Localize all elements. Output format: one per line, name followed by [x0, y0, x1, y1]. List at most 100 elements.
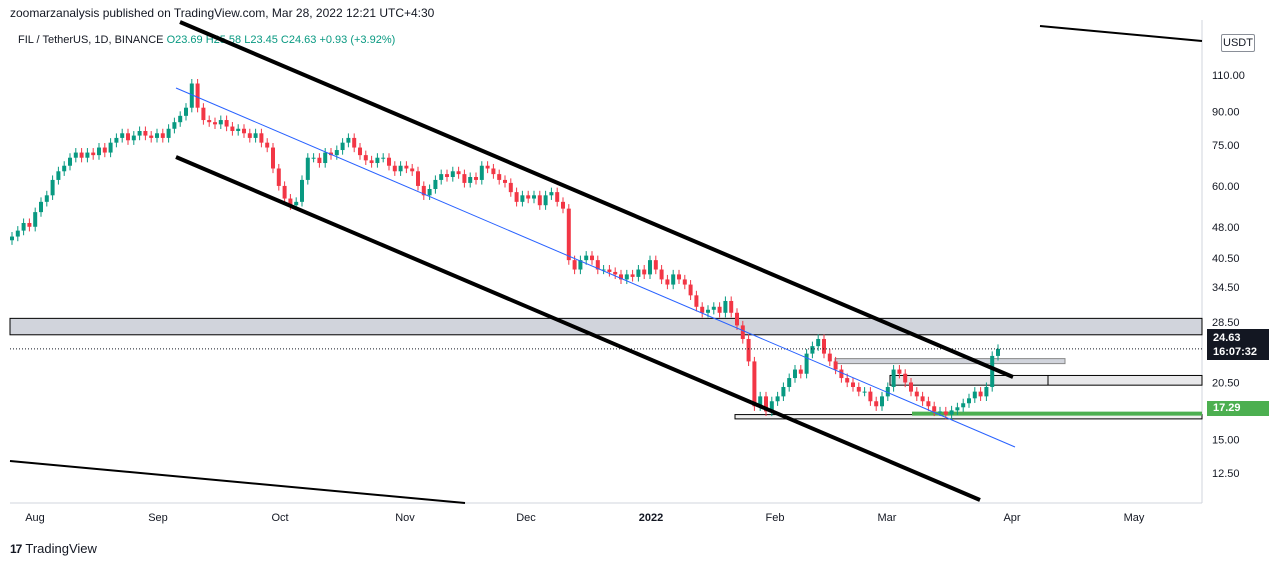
candle-body — [392, 165, 397, 172]
candle-body — [839, 369, 844, 379]
candle-body — [798, 369, 803, 374]
candle-body — [230, 126, 235, 132]
x-tick-label: Apr — [1003, 512, 1020, 524]
channel-lower-line — [175, 155, 981, 502]
candle-body — [578, 260, 583, 270]
ohlc-values: O23.69 H25.58 L23.45 C24.63 +0.93 (+3.92… — [166, 34, 396, 46]
candle-body — [804, 353, 809, 374]
x-tick-label: May — [1124, 512, 1145, 524]
candle-body — [294, 201, 299, 206]
candle-body — [462, 174, 467, 183]
candle-body — [387, 157, 391, 166]
lines-layer — [9, 20, 1203, 504]
candle-body — [160, 133, 165, 138]
footer-brand[interactable]: 17 TradingView — [10, 541, 97, 556]
candle-body — [885, 386, 890, 397]
candle-body — [126, 133, 130, 141]
small-zone — [834, 358, 1066, 365]
candle-body — [27, 222, 32, 227]
candle-body — [421, 185, 426, 196]
bar-countdown: 16:07:32 — [1213, 346, 1258, 358]
candle-body — [108, 142, 113, 153]
candle-body — [253, 133, 258, 138]
candle-body — [282, 185, 287, 199]
candle-body — [549, 192, 554, 196]
candle-body — [189, 83, 194, 108]
candle-body — [735, 312, 739, 326]
candle-body — [323, 152, 328, 164]
lower-trend-line — [9, 460, 466, 504]
candle-body — [653, 260, 658, 270]
symbol-label[interactable]: FIL / TetherUS, 1D, BINANCE — [18, 34, 164, 46]
candle-body — [317, 157, 322, 164]
candle-body — [833, 361, 838, 370]
candle-body — [659, 269, 664, 280]
candle-body — [15, 230, 20, 237]
candle-body — [682, 279, 687, 285]
candle-body — [543, 195, 548, 206]
candle-body — [827, 353, 832, 362]
x-tick-label: Dec — [516, 512, 536, 524]
candle-body — [677, 274, 681, 280]
support-price-tag: 17.29 — [1207, 401, 1269, 416]
candle-body — [155, 133, 159, 138]
candle-body — [961, 403, 966, 408]
candles-layer — [10, 78, 1000, 420]
candle-body — [914, 391, 919, 397]
candle-body — [236, 128, 241, 132]
candle-body — [10, 236, 14, 241]
candle-body — [746, 338, 751, 362]
candle-body — [613, 271, 618, 275]
y-tick-label: 40.50 — [1212, 253, 1240, 265]
candle-body — [845, 378, 850, 383]
candle-body — [137, 131, 142, 136]
currency-button[interactable]: USDT — [1221, 34, 1255, 52]
candle-body — [450, 171, 455, 177]
candle-body — [439, 174, 444, 180]
resistance-zone — [9, 317, 1203, 336]
candle-body — [218, 120, 223, 125]
candle-body — [949, 410, 954, 415]
candle-body — [271, 147, 275, 169]
candle-body — [590, 255, 594, 261]
candle-body — [572, 260, 577, 270]
candle-body — [33, 212, 38, 227]
candle-body — [445, 174, 449, 177]
candle-body — [810, 346, 815, 354]
y-tick-label: 28.50 — [1212, 317, 1240, 329]
candle-body — [213, 122, 217, 125]
candle-body — [44, 195, 49, 202]
candle-body — [404, 165, 409, 169]
candle-body — [700, 306, 705, 313]
y-tick-label: 12.50 — [1212, 468, 1240, 480]
candle-body — [996, 348, 1000, 356]
candle-body — [195, 83, 200, 108]
candle-body — [897, 369, 902, 374]
candle-body — [491, 168, 496, 175]
candle-body — [259, 133, 264, 143]
candle-body — [665, 279, 670, 285]
price-axis[interactable]: 110.00 90.00 75.00 60.00 48.00 40.50 34.50 28.5… — [1212, 70, 1245, 480]
candle-body — [346, 137, 351, 143]
candle-body — [68, 157, 72, 166]
candle-body — [787, 378, 792, 387]
candle-body — [822, 338, 826, 354]
candle-body — [184, 107, 188, 116]
publisher-line: zoomarzanalysis published on TradingView… — [10, 6, 435, 20]
candle-body — [793, 369, 797, 379]
candle-body — [967, 398, 971, 404]
candle-body — [671, 274, 676, 285]
candle-body — [856, 386, 861, 392]
time-axis[interactable]: Aug Sep Oct Nov Dec 2022 Feb Mar Apr May — [25, 512, 1145, 524]
candle-body — [178, 115, 183, 123]
candle-body — [79, 152, 84, 158]
candle-body — [648, 260, 652, 275]
candle-body — [50, 179, 55, 196]
candle-body — [21, 222, 26, 231]
candle-body — [427, 189, 432, 196]
candle-body — [120, 133, 125, 138]
candle-body — [172, 122, 177, 129]
candle-body — [891, 369, 896, 387]
candle-body — [601, 269, 606, 271]
